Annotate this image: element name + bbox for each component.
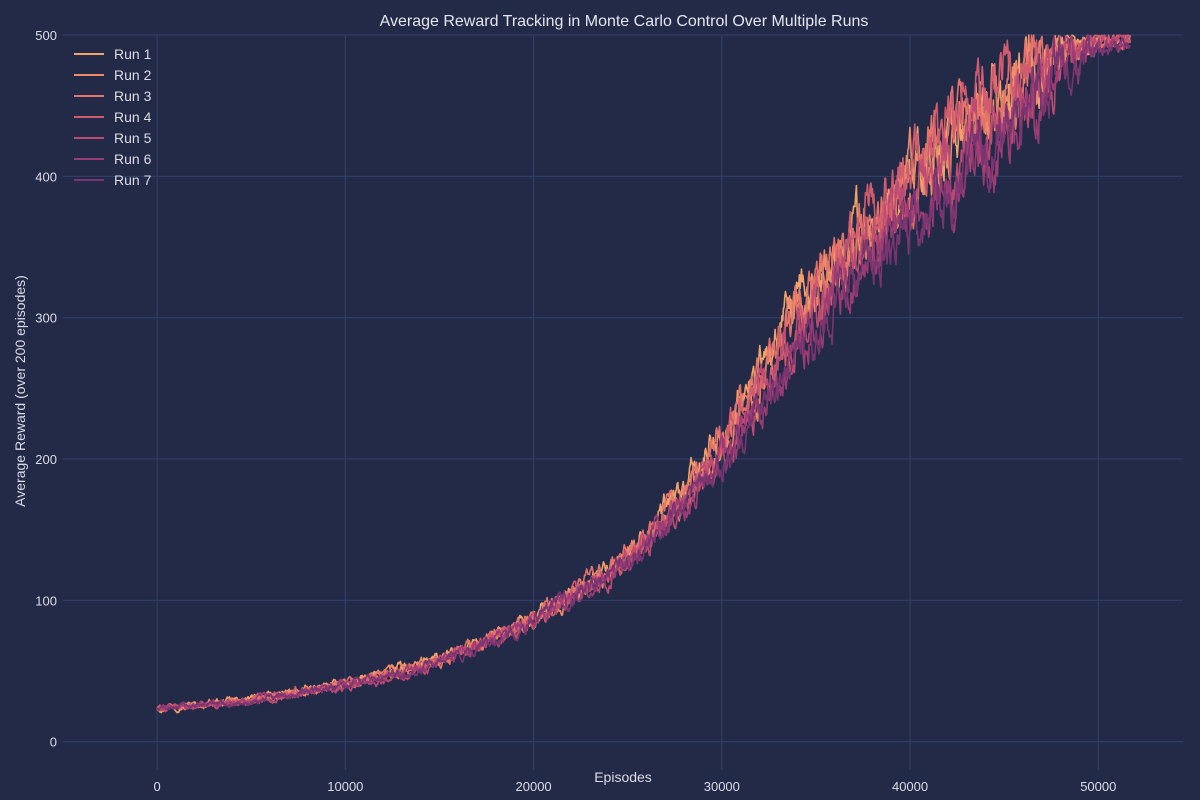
y-tick-label: 200 bbox=[35, 452, 57, 467]
legend: Run 1 Run 2 Run 3 Run 4 Run 5 Run 6 Run 7 bbox=[74, 46, 152, 188]
y-tick-label: 300 bbox=[35, 311, 57, 326]
x-tick-label: 30000 bbox=[704, 779, 740, 794]
y-axis-label: Average Reward (over 200 episodes) bbox=[12, 275, 28, 507]
legend-label: Run 2 bbox=[114, 67, 152, 83]
x-tick-label: 40000 bbox=[892, 779, 928, 794]
grid bbox=[63, 34, 1183, 770]
series-line-run-5 bbox=[156, 34, 1131, 713]
y-tick-label: 100 bbox=[35, 593, 57, 608]
x-tick-label: 0 bbox=[154, 779, 161, 794]
x-axis-label: Episodes bbox=[594, 769, 652, 785]
legend-label: Run 4 bbox=[114, 109, 152, 125]
y-axis: 0 100 200 300 400 500 bbox=[35, 28, 57, 750]
chart-title: Average Reward Tracking in Monte Carlo C… bbox=[380, 13, 869, 30]
x-tick-label: 50000 bbox=[1080, 779, 1116, 794]
legend-label: Run 1 bbox=[114, 46, 152, 62]
y-tick-label: 500 bbox=[35, 28, 57, 43]
legend-label: Run 3 bbox=[114, 88, 152, 104]
series-line-run-4 bbox=[156, 34, 1131, 710]
legend-label: Run 5 bbox=[114, 130, 152, 146]
y-tick-label: 400 bbox=[35, 169, 57, 184]
legend-label: Run 6 bbox=[114, 151, 152, 167]
x-tick-label: 20000 bbox=[516, 779, 552, 794]
legend-label: Run 7 bbox=[114, 172, 152, 188]
series-line-run-2 bbox=[156, 34, 1132, 712]
series-line-run-7 bbox=[156, 34, 1131, 712]
series-line-run-6 bbox=[157, 34, 1131, 710]
series-layer bbox=[156, 34, 1132, 714]
y-tick-label: 0 bbox=[50, 735, 57, 750]
x-tick-label: 10000 bbox=[327, 779, 363, 794]
series-line-run-3 bbox=[156, 34, 1132, 713]
series-line-run-1 bbox=[156, 34, 1132, 714]
x-axis: 0 10000 20000 30000 40000 50000 bbox=[154, 779, 1117, 794]
